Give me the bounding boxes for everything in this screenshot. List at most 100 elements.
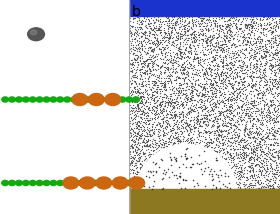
Point bbox=[228, 65, 232, 69]
Point bbox=[202, 54, 206, 57]
Point bbox=[132, 57, 136, 60]
Point bbox=[131, 62, 136, 66]
Point bbox=[143, 151, 148, 155]
Point bbox=[267, 20, 271, 23]
Point bbox=[155, 37, 159, 40]
Point bbox=[134, 104, 139, 108]
Point bbox=[242, 133, 246, 137]
Point bbox=[192, 36, 196, 40]
Point bbox=[179, 15, 184, 18]
Point bbox=[249, 96, 253, 100]
Point bbox=[222, 77, 227, 80]
Point bbox=[268, 147, 272, 150]
Point bbox=[244, 123, 248, 126]
Point bbox=[196, 137, 201, 141]
Point bbox=[202, 17, 207, 20]
Point bbox=[252, 65, 256, 68]
Point bbox=[191, 162, 196, 166]
Point bbox=[235, 182, 240, 185]
Point bbox=[256, 51, 261, 54]
Point bbox=[239, 174, 243, 177]
Point bbox=[201, 50, 206, 53]
Point bbox=[132, 168, 136, 171]
Point bbox=[264, 39, 269, 42]
Point bbox=[200, 82, 205, 85]
Point bbox=[161, 95, 166, 98]
Point bbox=[178, 32, 182, 36]
Point bbox=[263, 68, 267, 71]
Point bbox=[183, 31, 187, 35]
Point bbox=[260, 75, 264, 79]
Point bbox=[190, 33, 194, 36]
Point bbox=[224, 25, 228, 28]
Point bbox=[150, 122, 155, 126]
Point bbox=[261, 159, 266, 162]
Point bbox=[193, 34, 198, 37]
Point bbox=[163, 82, 167, 85]
Point bbox=[237, 172, 242, 175]
Point bbox=[221, 62, 225, 65]
Point bbox=[146, 18, 151, 21]
Point bbox=[204, 106, 208, 110]
Point bbox=[230, 16, 234, 20]
Point bbox=[208, 24, 213, 28]
Point bbox=[185, 97, 189, 101]
Point bbox=[170, 144, 174, 147]
Point bbox=[233, 172, 237, 175]
Point bbox=[128, 178, 132, 182]
Point bbox=[232, 46, 237, 49]
Point bbox=[197, 55, 202, 58]
Point bbox=[172, 142, 177, 145]
Point bbox=[274, 131, 279, 134]
Point bbox=[248, 131, 252, 135]
Point bbox=[146, 175, 151, 179]
Point bbox=[242, 111, 247, 114]
Point bbox=[270, 155, 275, 159]
Point bbox=[193, 99, 197, 102]
Point bbox=[264, 158, 269, 161]
Point bbox=[223, 157, 228, 160]
Point bbox=[155, 146, 159, 149]
Point bbox=[214, 19, 219, 23]
Point bbox=[263, 70, 267, 73]
Point bbox=[241, 80, 246, 83]
Point bbox=[183, 76, 187, 79]
Point bbox=[151, 112, 156, 116]
Point bbox=[193, 72, 197, 76]
Point bbox=[183, 147, 188, 150]
Point bbox=[134, 177, 139, 180]
Point bbox=[192, 49, 197, 53]
Point bbox=[277, 84, 280, 88]
Point bbox=[243, 107, 248, 111]
Point bbox=[152, 47, 157, 51]
Point bbox=[160, 95, 164, 98]
Point bbox=[209, 141, 214, 144]
Point bbox=[249, 89, 253, 93]
Point bbox=[245, 153, 249, 156]
Point bbox=[248, 171, 253, 174]
Point bbox=[240, 156, 245, 160]
Point bbox=[180, 44, 185, 48]
Point bbox=[251, 143, 255, 146]
Point bbox=[240, 152, 245, 155]
Point bbox=[274, 82, 279, 86]
Point bbox=[140, 40, 145, 43]
Point bbox=[161, 46, 165, 49]
Point bbox=[130, 181, 134, 184]
Point bbox=[274, 149, 278, 152]
Point bbox=[145, 96, 150, 99]
Point bbox=[204, 41, 209, 44]
Point bbox=[197, 39, 201, 42]
Point bbox=[206, 129, 211, 133]
Point bbox=[229, 153, 234, 156]
Point bbox=[274, 114, 278, 117]
Point bbox=[138, 96, 143, 100]
Point bbox=[237, 163, 242, 167]
Point bbox=[127, 115, 132, 119]
Point bbox=[252, 135, 256, 138]
Point bbox=[235, 157, 239, 160]
Point bbox=[181, 24, 186, 28]
Point bbox=[173, 93, 178, 97]
Point bbox=[144, 98, 149, 101]
Point bbox=[143, 68, 147, 72]
